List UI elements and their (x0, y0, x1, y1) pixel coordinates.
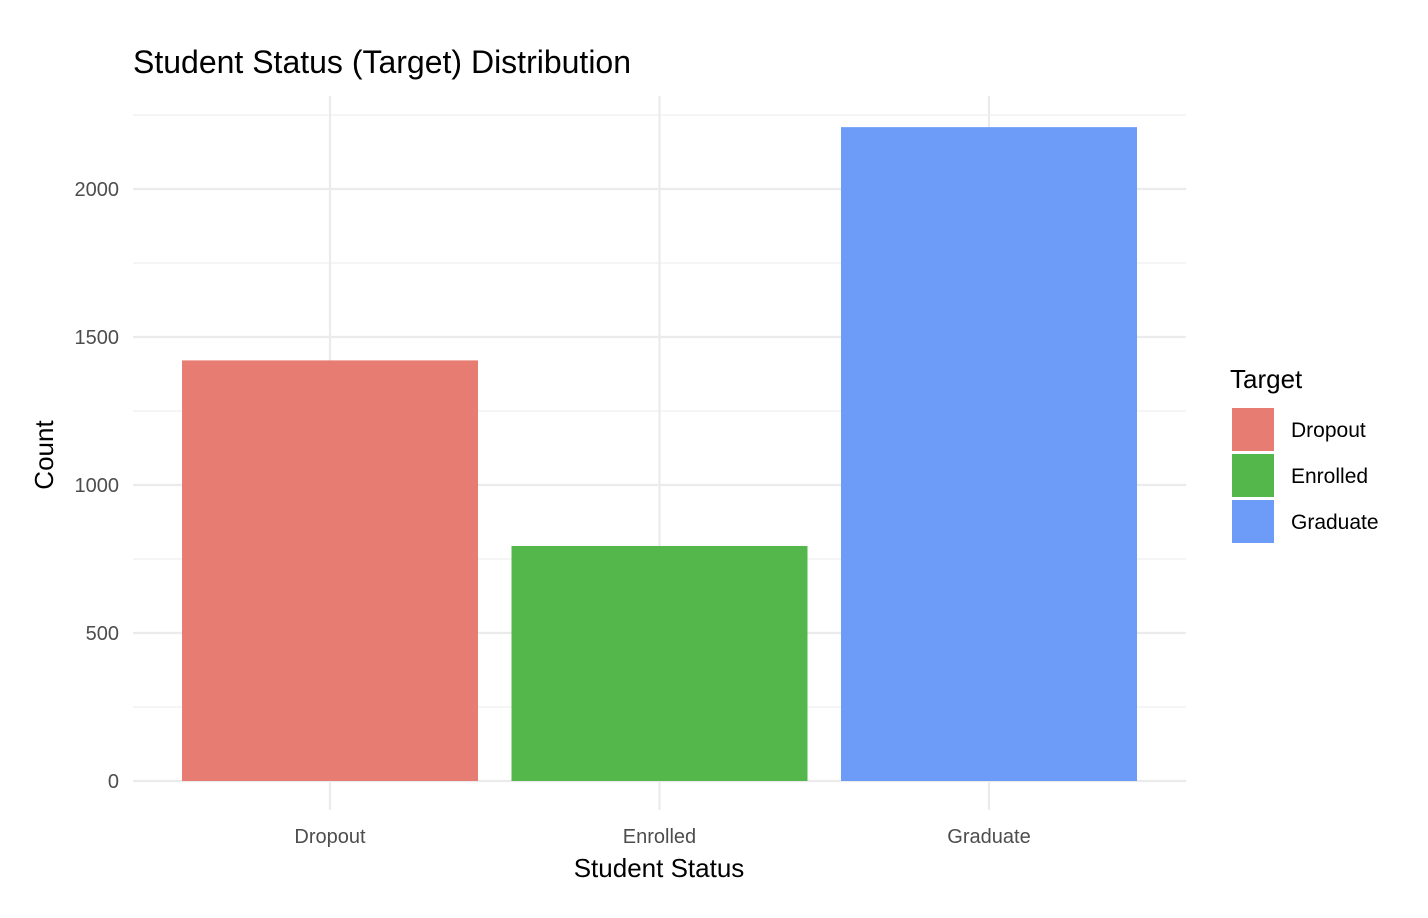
bars (182, 127, 1137, 782)
y-axis-title: Count (29, 420, 59, 490)
y-tick-label: 1000 (75, 475, 120, 497)
y-tick-label: 0 (108, 771, 119, 793)
legend-label: Graduate (1291, 511, 1379, 534)
legend: Target Dropout Enrolled Graduate (1230, 364, 1379, 543)
y-tick-labels: 0 500 1000 1500 2000 (75, 179, 120, 793)
y-tick-label: 2000 (75, 179, 120, 201)
legend-swatch-graduate (1232, 500, 1274, 543)
legend-label: Enrolled (1291, 465, 1368, 488)
bar-dropout (182, 360, 478, 781)
x-tick-label: Graduate (947, 826, 1030, 848)
x-tick-label: Dropout (294, 826, 366, 848)
x-axis-title: Student Status (574, 853, 745, 883)
legend-swatch-dropout (1232, 408, 1274, 451)
bar-enrolled (511, 545, 808, 781)
x-tick-label: Enrolled (623, 826, 696, 848)
y-tick-label: 1500 (75, 327, 120, 349)
legend-label: Dropout (1291, 419, 1366, 442)
bar-graduate (841, 127, 1137, 782)
chart-title: Student Status (Target) Distribution (133, 44, 631, 80)
y-tick-label: 500 (86, 623, 119, 645)
legend-swatch-enrolled (1232, 454, 1274, 497)
legend-title: Target (1230, 364, 1303, 394)
x-tick-labels: Dropout Enrolled Graduate (294, 826, 1030, 848)
